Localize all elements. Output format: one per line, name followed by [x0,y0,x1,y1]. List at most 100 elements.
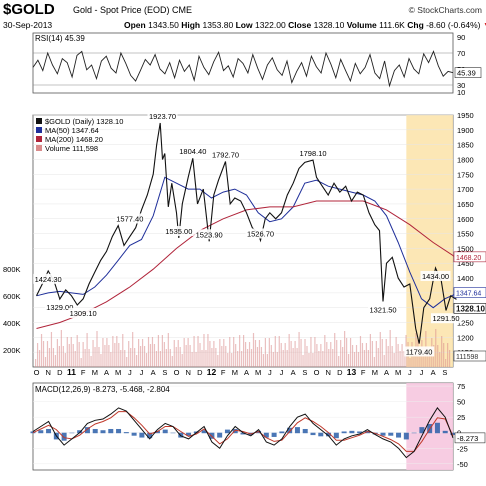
macd-histogram-bar [92,428,98,434]
volume-bar [369,334,371,367]
macd-tick-label: 25 [457,413,465,422]
volume-bar [349,338,352,367]
volume-bar [351,345,354,367]
volume-bar [254,340,257,367]
stockcharts-logo: © StockCharts.com [408,5,482,15]
macd-histogram-bar [403,432,409,440]
price-annotation: 1535.00 [165,227,192,236]
macd-tick-label: -25 [457,444,468,453]
macd-histogram-bar [131,432,137,436]
price-annotation-box [177,146,208,157]
price-annotation: 1309.10 [70,309,97,318]
volume-bar [439,352,441,367]
volume-bar [70,337,72,367]
rsi-title: RSI(14) 45.39 [35,34,85,43]
macd-histogram-bar [263,432,269,438]
legend-price: $GOLD (Daily) 1328.10 [45,117,123,126]
macd-signal-line [32,411,454,452]
macd-histogram-bar [271,432,277,437]
volume-bar [304,339,306,367]
macd-histogram-bar [162,429,168,434]
volume-bar [157,335,160,367]
volume-bar [298,332,300,367]
volume-bar [211,348,213,367]
price-annotation: 1523.90 [196,230,223,239]
x-tick-label: D [337,368,343,377]
macd-histogram-bar [139,432,145,438]
macd-histogram-bar [147,432,153,439]
volume-bar [203,334,205,367]
volume-bar [308,353,310,367]
volume-bar [181,354,183,367]
volume-tick-label: 200K [3,346,21,355]
price-tick-label: 1950 [457,111,474,120]
chart-date: 30-Sep-2013 [3,20,53,30]
x-tick-label: A [151,368,156,377]
right-value-label: 111598 [456,354,478,361]
price-annotation-box [420,270,451,281]
legend-ma50: MA(50) 1347.64 [45,126,99,135]
volume-bar [199,343,201,367]
macd-histogram-bar [349,430,355,434]
macd-tick-label: -50 [457,460,468,469]
volume-bar [223,339,225,367]
volume-tick-label: 400K [3,319,21,328]
price-annotation: 1577.40 [116,214,143,223]
price-annotation: 1434.00 [422,272,449,281]
volume-bar [409,358,411,367]
volume-bar [268,338,270,367]
volume-bar [187,338,189,367]
volume-bar [78,342,80,367]
price-tick-label: 1450 [457,259,474,268]
volume-bar [207,334,209,367]
volume-bar [147,337,150,367]
volume-bar [173,340,175,367]
volume-bar [66,337,68,367]
volume-bar [389,330,391,367]
volume-bar [361,343,364,367]
legend-ma200: MA(200) 1468.20 [45,135,103,144]
x-tick-label: A [104,368,109,377]
x-tick-label: A [431,368,436,377]
volume-bar [201,350,203,367]
price-annotation: 1321.50 [369,305,396,314]
volume-bar [229,337,231,367]
volume-bar [141,339,144,367]
volume-bar [381,339,383,367]
volume-bar [266,354,268,367]
price-tick-label: 1200 [457,333,474,342]
price-annotation: 1526.70 [247,229,274,238]
macd-histogram-bar [69,432,75,434]
volume-bar [302,355,304,367]
volume-bar [138,339,140,367]
price-tick-label: 1650 [457,200,474,209]
volume-bar [167,333,169,367]
volume-bar [443,343,445,367]
macd-histogram-bar [380,432,386,436]
macd-panel [32,382,454,471]
right-value-label: 1328.10 [456,304,485,313]
x-tick-label: M [255,368,261,377]
volume-bar [149,344,152,367]
price-annotation-box [431,313,461,324]
macd-histogram-bar [77,430,83,434]
price-annotation-box [194,229,225,240]
price-annotation: 1179.40 [406,347,433,356]
volume-bar [44,357,47,367]
price-line [36,122,457,344]
volume-bar [197,336,199,367]
volume-bar [189,345,191,367]
volume-bar [50,332,53,367]
volume-bar [183,338,185,367]
macd-last-label: -8.273 [457,434,478,443]
right-value-box [453,287,486,298]
macd-histogram-bar [333,432,339,439]
legend-swatch-ma200 [36,136,42,142]
volume-bar [357,352,360,367]
x-tick-label: J [280,368,284,377]
macd-histogram-bar [450,432,456,435]
volume-bar [272,352,274,367]
volume-bar [243,335,245,367]
ma50-line [36,176,457,309]
volume-bar [284,343,286,367]
